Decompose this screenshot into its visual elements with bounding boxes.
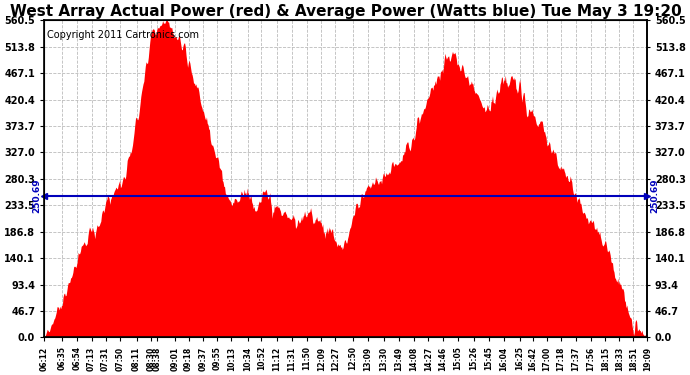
Text: Copyright 2011 Cartronics.com: Copyright 2011 Cartronics.com bbox=[47, 30, 199, 40]
Text: 250.69: 250.69 bbox=[32, 178, 41, 213]
Title: West Array Actual Power (red) & Average Power (Watts blue) Tue May 3 19:20: West Array Actual Power (red) & Average … bbox=[10, 4, 682, 19]
Text: 250.69: 250.69 bbox=[650, 178, 659, 213]
